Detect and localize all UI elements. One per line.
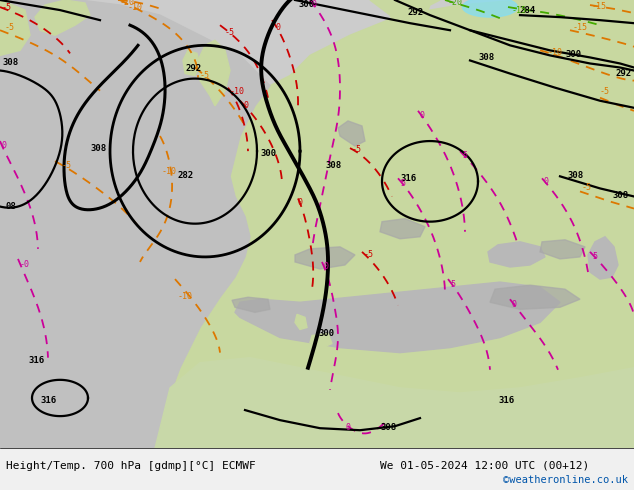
Text: -5: -5: [225, 28, 235, 37]
Text: -5: -5: [582, 183, 592, 193]
Text: 282: 282: [178, 172, 194, 180]
Text: 300: 300: [298, 0, 314, 9]
Ellipse shape: [462, 0, 517, 17]
Text: -5: -5: [364, 250, 374, 259]
Text: 316: 316: [28, 356, 44, 365]
Text: 0: 0: [312, 0, 317, 9]
Polygon shape: [295, 315, 307, 329]
Polygon shape: [540, 240, 585, 259]
Text: 0: 0: [298, 197, 303, 206]
Text: -10: -10: [162, 167, 177, 176]
Text: -0: -0: [20, 260, 30, 269]
Polygon shape: [588, 237, 618, 279]
Text: 5: 5: [462, 151, 467, 160]
Text: 284: 284: [520, 6, 536, 15]
Text: 5: 5: [450, 280, 455, 289]
Text: -5: -5: [200, 71, 210, 79]
Polygon shape: [155, 358, 634, 448]
Text: -5: -5: [62, 161, 72, 170]
Text: -5: -5: [5, 23, 15, 32]
Text: ©weatheronline.co.uk: ©weatheronline.co.uk: [503, 475, 628, 485]
Polygon shape: [235, 282, 560, 353]
Text: -15: -15: [592, 2, 607, 11]
Text: 308: 308: [380, 423, 396, 432]
Text: 308: 308: [612, 192, 628, 200]
Text: 292: 292: [615, 69, 631, 77]
Text: 300: 300: [318, 328, 334, 338]
Text: 308: 308: [567, 172, 583, 180]
Text: 308: 308: [2, 58, 18, 68]
Text: We 01-05-2024 12:00 UTC (00+12): We 01-05-2024 12:00 UTC (00+12): [380, 461, 590, 471]
Text: -10: -10: [128, 3, 143, 12]
Text: -5: -5: [2, 3, 12, 12]
Polygon shape: [0, 0, 30, 55]
Text: 0: 0: [544, 177, 549, 186]
Text: 308: 308: [90, 144, 106, 153]
Polygon shape: [35, 0, 90, 35]
Polygon shape: [488, 242, 545, 267]
Text: -15: -15: [512, 6, 527, 15]
Text: 0: 0: [512, 300, 517, 309]
Text: -10: -10: [548, 49, 563, 57]
Text: 316: 316: [400, 174, 416, 183]
Polygon shape: [310, 334, 332, 347]
Text: 308: 308: [325, 161, 341, 170]
Polygon shape: [155, 0, 634, 448]
Text: -10: -10: [178, 292, 193, 301]
Text: -15: -15: [573, 23, 588, 32]
Text: 292: 292: [408, 8, 424, 17]
Text: -20: -20: [448, 0, 463, 7]
Text: -5: -5: [600, 87, 610, 96]
Text: 0: 0: [345, 423, 350, 432]
Text: 300: 300: [565, 50, 581, 59]
Polygon shape: [380, 219, 425, 239]
Text: 5: 5: [400, 179, 405, 188]
Text: 0: 0: [276, 23, 281, 32]
Text: -20: -20: [120, 0, 135, 7]
Text: 292: 292: [185, 64, 201, 73]
Text: 316: 316: [40, 396, 56, 405]
Text: 0: 0: [2, 141, 7, 150]
Polygon shape: [183, 50, 200, 75]
Polygon shape: [295, 247, 355, 269]
Text: 5: 5: [592, 252, 597, 261]
Polygon shape: [232, 297, 270, 312]
Polygon shape: [340, 0, 440, 186]
Text: 0: 0: [243, 101, 248, 110]
Text: 300: 300: [260, 149, 276, 158]
Polygon shape: [0, 0, 270, 448]
Polygon shape: [198, 40, 230, 106]
Text: 308: 308: [478, 53, 494, 62]
Text: -10: -10: [230, 87, 245, 96]
Text: 08: 08: [6, 201, 16, 211]
Text: 0: 0: [420, 111, 425, 120]
Polygon shape: [490, 285, 580, 309]
Text: 316: 316: [498, 396, 514, 405]
Text: Height/Temp. 700 hPa [gdmp][°C] ECMWF: Height/Temp. 700 hPa [gdmp][°C] ECMWF: [6, 461, 256, 471]
Text: 0: 0: [323, 262, 328, 271]
Polygon shape: [338, 121, 365, 146]
Text: -5: -5: [352, 145, 362, 154]
